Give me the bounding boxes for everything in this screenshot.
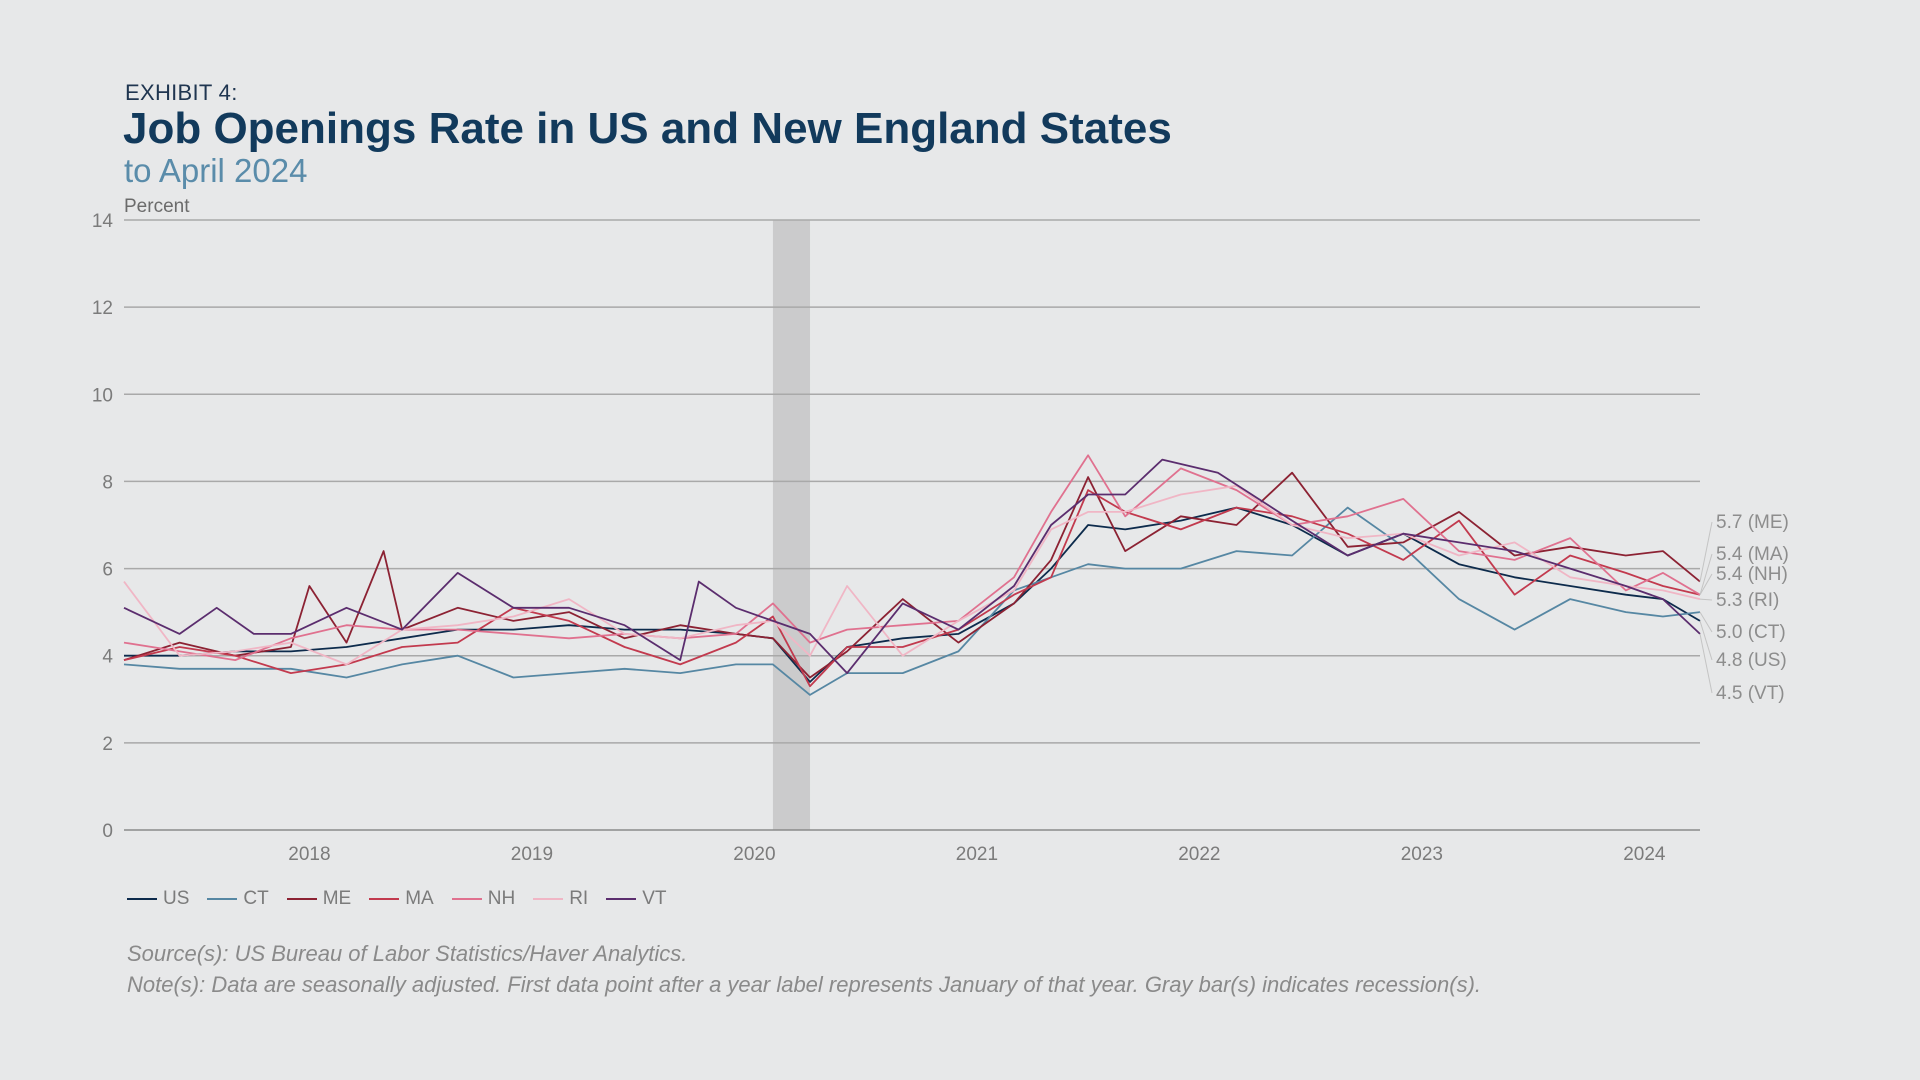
x-tick-label: 2023 bbox=[1401, 844, 1443, 865]
legend-label: NH bbox=[487, 888, 516, 909]
legend-swatch bbox=[207, 898, 238, 900]
legend-label: CT bbox=[243, 888, 269, 909]
x-tick-label: 2022 bbox=[1178, 844, 1220, 865]
legend-label: VT bbox=[642, 888, 667, 909]
end-label-vt: 4.5 (VT) bbox=[1716, 683, 1785, 704]
legend-swatch bbox=[533, 898, 564, 900]
y-tick-label: 6 bbox=[102, 560, 113, 581]
series-line-nh bbox=[123, 454, 1701, 661]
y-tick-label: 8 bbox=[102, 472, 113, 493]
end-label-ct: 5.0 (CT) bbox=[1716, 622, 1786, 643]
end-label-leader bbox=[1699, 633, 1713, 694]
source-note: Source(s): US Bureau of Labor Statistics… bbox=[127, 941, 688, 966]
legend-label: US bbox=[163, 888, 190, 909]
legend-label: ME bbox=[322, 888, 352, 909]
series-line-me bbox=[123, 471, 1701, 679]
legend-item-ri: RI bbox=[533, 888, 588, 910]
end-label-leader bbox=[1699, 573, 1713, 595]
legend-item-nh: NH bbox=[451, 888, 516, 910]
exhibit-label: EXHIBIT 4: bbox=[125, 80, 238, 105]
end-label-nh: 5.4 (NH) bbox=[1716, 564, 1788, 585]
legend-swatch bbox=[127, 898, 157, 900]
legend-swatch bbox=[369, 898, 400, 900]
legend-label: MA bbox=[405, 888, 434, 909]
chart-footnotes: Source(s): US Bureau of Labor Statistics… bbox=[127, 938, 1481, 1000]
chart-subtitle: to April 2024 bbox=[124, 152, 308, 189]
end-label-leader bbox=[1699, 620, 1713, 661]
data-note: Note(s): Data are seasonally adjusted. F… bbox=[127, 972, 1482, 997]
series-line-vt bbox=[123, 458, 1701, 674]
chart-title: Job Openings Rate in US and New England … bbox=[123, 104, 1172, 153]
legend-swatch bbox=[451, 898, 482, 900]
legend-item-ma: MA bbox=[369, 888, 434, 910]
series-line-ri bbox=[123, 484, 1701, 666]
x-tick-label: 2021 bbox=[956, 844, 998, 865]
end-label-leader bbox=[1699, 598, 1713, 601]
x-tick-label: 2018 bbox=[288, 844, 330, 865]
y-tick-label: 10 bbox=[92, 385, 113, 406]
end-label-ma: 5.4 (MA) bbox=[1716, 544, 1789, 565]
y-tick-label: 0 bbox=[102, 821, 113, 842]
series-line-ma bbox=[123, 489, 1701, 688]
end-label-me: 5.7 (ME) bbox=[1716, 512, 1789, 533]
legend-label: RI bbox=[569, 888, 589, 909]
legend-item-us: US bbox=[127, 888, 189, 910]
legend-swatch bbox=[606, 898, 637, 900]
end-label-leader bbox=[1699, 521, 1713, 582]
series-line-us bbox=[124, 506, 1701, 683]
end-label-leader bbox=[1699, 611, 1713, 633]
recession-bar bbox=[772, 220, 811, 830]
x-tick-label: 2024 bbox=[1623, 844, 1666, 865]
x-tick-label: 2019 bbox=[511, 844, 553, 865]
series-line-ct bbox=[123, 506, 1701, 696]
end-label-ri: 5.3 (RI) bbox=[1716, 590, 1779, 611]
y-tick-label: 14 bbox=[92, 211, 114, 232]
y-tick-label: 12 bbox=[92, 298, 113, 319]
legend-swatch bbox=[286, 898, 317, 900]
y-tick-label: 2 bbox=[102, 734, 113, 755]
end-label-us: 4.8 (US) bbox=[1716, 650, 1787, 671]
chart-legend: US CT ME MA NH RI VT bbox=[127, 888, 666, 910]
legend-item-vt: VT bbox=[606, 888, 666, 910]
y-axis-unit: Percent bbox=[124, 196, 190, 217]
legend-item-ct: CT bbox=[207, 888, 269, 910]
legend-item-me: ME bbox=[286, 888, 352, 910]
end-label-leader bbox=[1699, 553, 1713, 595]
x-tick-label: 2020 bbox=[733, 844, 775, 865]
y-tick-label: 4 bbox=[102, 647, 113, 668]
